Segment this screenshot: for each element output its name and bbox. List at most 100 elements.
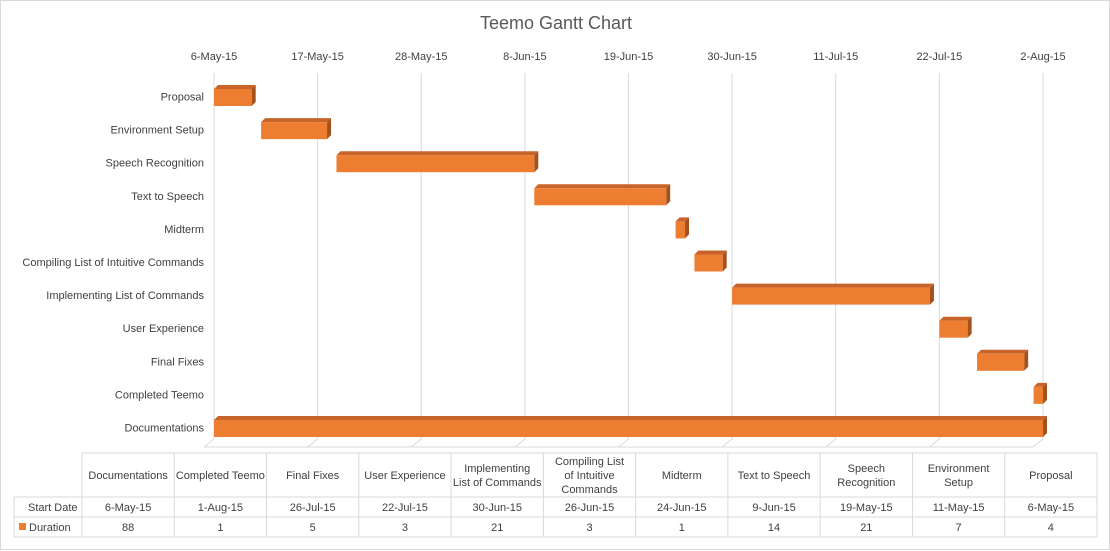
category-label: Proposal <box>161 92 204 104</box>
bar-front <box>214 420 1043 437</box>
bar-side <box>1043 416 1047 437</box>
bar-top <box>214 416 1047 420</box>
bar-side <box>685 217 690 239</box>
table-header-cell: Speech Recognition <box>837 463 895 489</box>
table-header-line: Final Fixes <box>286 470 340 482</box>
bar-side <box>251 85 256 106</box>
table-header-line: Implementing <box>464 463 530 475</box>
bar-front <box>1033 386 1043 404</box>
table-header-cell: Proposal <box>1029 470 1072 482</box>
category-label: Documentations <box>125 423 205 435</box>
bar-top <box>214 85 256 89</box>
table-header-cell: Documentations <box>88 470 168 482</box>
gridline-depth <box>929 438 940 448</box>
table-cell: 4 <box>1048 522 1054 534</box>
bar-top <box>939 316 972 321</box>
bar-front <box>694 254 723 272</box>
duration-bar <box>977 349 1029 371</box>
bar-side <box>722 250 727 272</box>
bar-side <box>967 316 972 338</box>
table-header-cell: Completed Teemo <box>176 470 265 482</box>
bar-front <box>732 287 930 305</box>
bar-side <box>1024 349 1029 371</box>
table-cell: 11-May-15 <box>933 502 985 514</box>
bar-side <box>666 184 671 206</box>
table-cell: 14 <box>768 522 780 534</box>
x-tick-label: 28-May-15 <box>395 51 448 63</box>
table-header-cell: Environment Setup <box>928 463 990 489</box>
table-row-label: Start Date <box>28 502 78 514</box>
duration-bar <box>214 416 1047 437</box>
table-cell: 21 <box>860 522 872 534</box>
bar-side <box>327 118 332 140</box>
table-header-cell: Midterm <box>662 470 702 482</box>
category-label: Text to Speech <box>131 191 204 203</box>
duration-bar <box>675 217 690 239</box>
x-tick-label: 19-Jun-15 <box>604 51 654 63</box>
bar-front <box>534 188 667 206</box>
x-axis-tick-labels: 6-May-15 17-May-15 28-May-15 8-Jun-15 19-Jun… <box>191 51 1066 63</box>
legend-key <box>19 523 26 530</box>
gridline-depth <box>410 438 422 448</box>
gridline-depth <box>721 438 733 448</box>
table-cell: 1-Aug-15 <box>198 502 243 514</box>
duration-bar <box>1033 382 1047 404</box>
duration-bar <box>732 283 934 305</box>
bar-front <box>214 89 252 106</box>
bar-top <box>675 217 690 222</box>
table-header-line: Environment <box>928 463 990 475</box>
table-cell: 21 <box>491 522 503 534</box>
bar-top <box>261 118 332 123</box>
category-label: Final Fixes <box>151 356 205 368</box>
table-cell: 26-Jun-15 <box>565 502 615 514</box>
gridline-depth <box>307 438 318 448</box>
x-tick-label: 6-May-15 <box>191 51 237 63</box>
table-header-line: List of Commands <box>453 477 542 489</box>
table-header-line: Setup <box>944 477 973 489</box>
table-header-line: Text to Speech <box>738 470 811 482</box>
table-header-cell: Final Fixes <box>286 470 340 482</box>
duration-bars <box>214 85 1047 437</box>
duration-bar <box>214 85 256 106</box>
table-cell: 9-Jun-15 <box>752 502 795 514</box>
duration-bar <box>336 151 539 173</box>
bar-side <box>1043 382 1047 404</box>
table-cell: 22-Jul-15 <box>382 502 428 514</box>
gridline-depth <box>1032 438 1044 448</box>
table-cell: 6-May-15 <box>105 502 151 514</box>
duration-bar <box>939 316 972 338</box>
table-cell: 30-Jun-15 <box>472 502 522 514</box>
table-cell: 1 <box>679 522 685 534</box>
bar-top <box>336 151 539 156</box>
gridline-depth <box>825 438 837 448</box>
table-header-line: Documentations <box>88 470 168 482</box>
table-header-line: Proposal <box>1029 470 1072 482</box>
y-axis-category-labels: Proposal Environment Setup Speech Recognit… <box>22 92 204 435</box>
bar-front <box>939 320 968 338</box>
table-cell: 5 <box>310 522 316 534</box>
table-cell: 1 <box>217 522 223 534</box>
table-header-line: User Experience <box>364 470 445 482</box>
table-header-line: Commands <box>561 484 618 496</box>
table-cell: 3 <box>402 522 408 534</box>
table-header-cell: User Experience <box>364 470 445 482</box>
gridline-depth <box>618 438 629 448</box>
bar-top <box>534 184 671 189</box>
x-tick-label: 22-Jul-15 <box>916 51 962 63</box>
table-cell: 19-May-15 <box>840 502 893 514</box>
duration-bar <box>694 250 727 272</box>
table-row-label: Duration <box>29 522 71 534</box>
table-cell: 7 <box>956 522 962 534</box>
bar-top <box>977 349 1029 354</box>
x-tick-label: 17-May-15 <box>291 51 344 63</box>
bar-front <box>336 155 535 173</box>
bar-side <box>534 151 539 173</box>
duration-bar <box>261 118 332 140</box>
category-label: Compiling List of Intuitive Commands <box>22 257 204 269</box>
x-tick-label: 2-Aug-15 <box>1020 51 1065 63</box>
category-label: Implementing List of Commands <box>46 290 204 302</box>
bar-side <box>929 283 934 305</box>
x-tick-label: 11-Jul-15 <box>813 51 858 63</box>
table-header-line: of Intuitive <box>564 470 614 482</box>
